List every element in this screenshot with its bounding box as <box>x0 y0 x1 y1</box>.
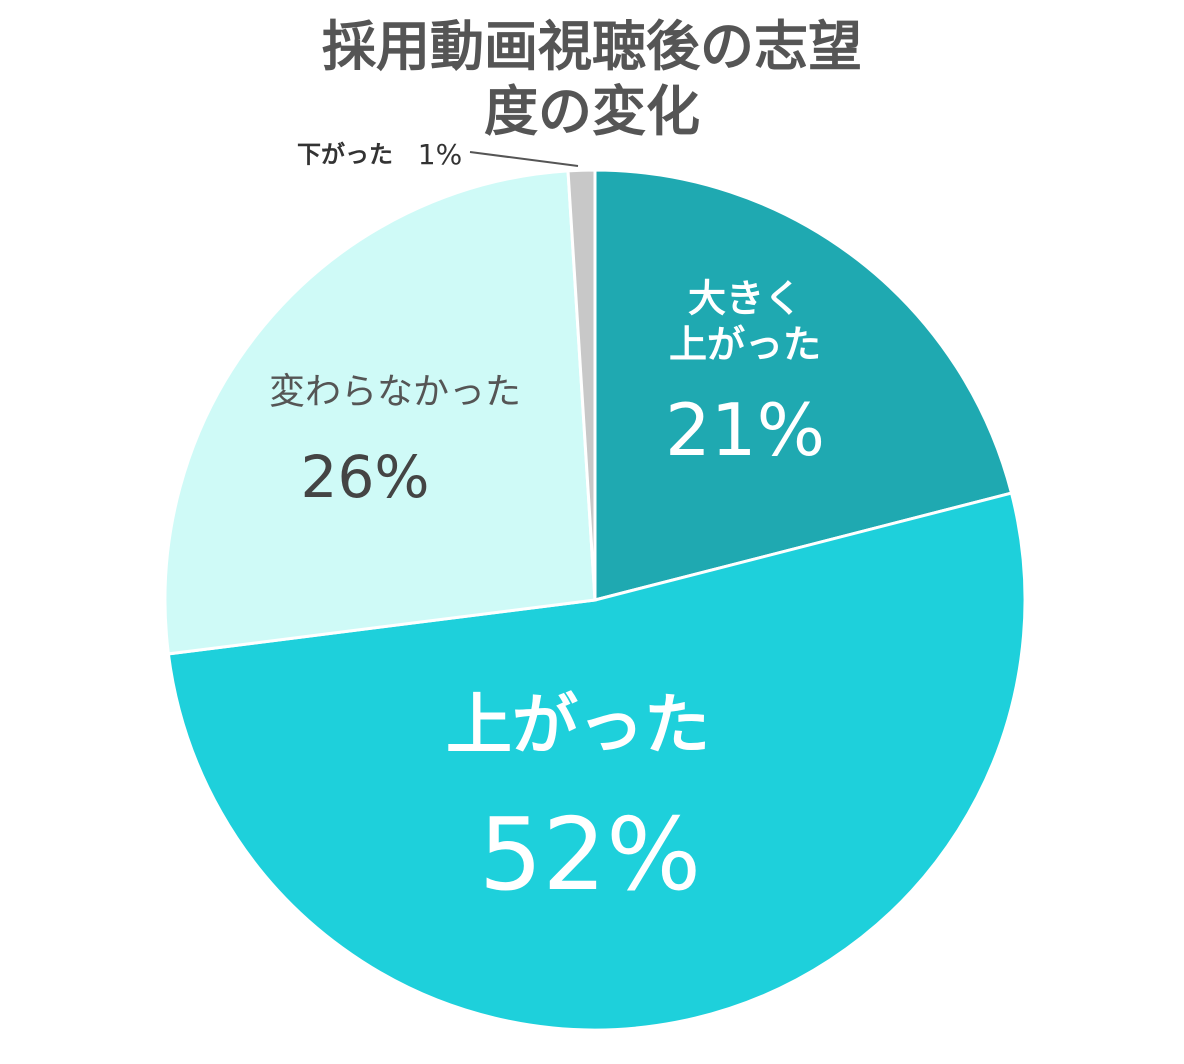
value-label: 21% <box>664 387 826 472</box>
value-label: 26% <box>300 443 430 512</box>
pie-slice <box>163 169 597 656</box>
value-label: 1% <box>417 138 463 172</box>
pie-slice <box>593 168 1014 602</box>
slice-label: 大きく 上がった <box>668 276 822 366</box>
leader-line <box>469 151 579 167</box>
slice-label: 変わらなかった <box>268 371 522 413</box>
slice-label: 上がった <box>446 686 710 764</box>
chart-title: 採用動画視聴後の志望度の変化 <box>322 15 862 143</box>
value-label: 52% <box>478 796 702 913</box>
slice-label: 下がった <box>297 140 393 169</box>
pie-slice <box>566 168 597 601</box>
